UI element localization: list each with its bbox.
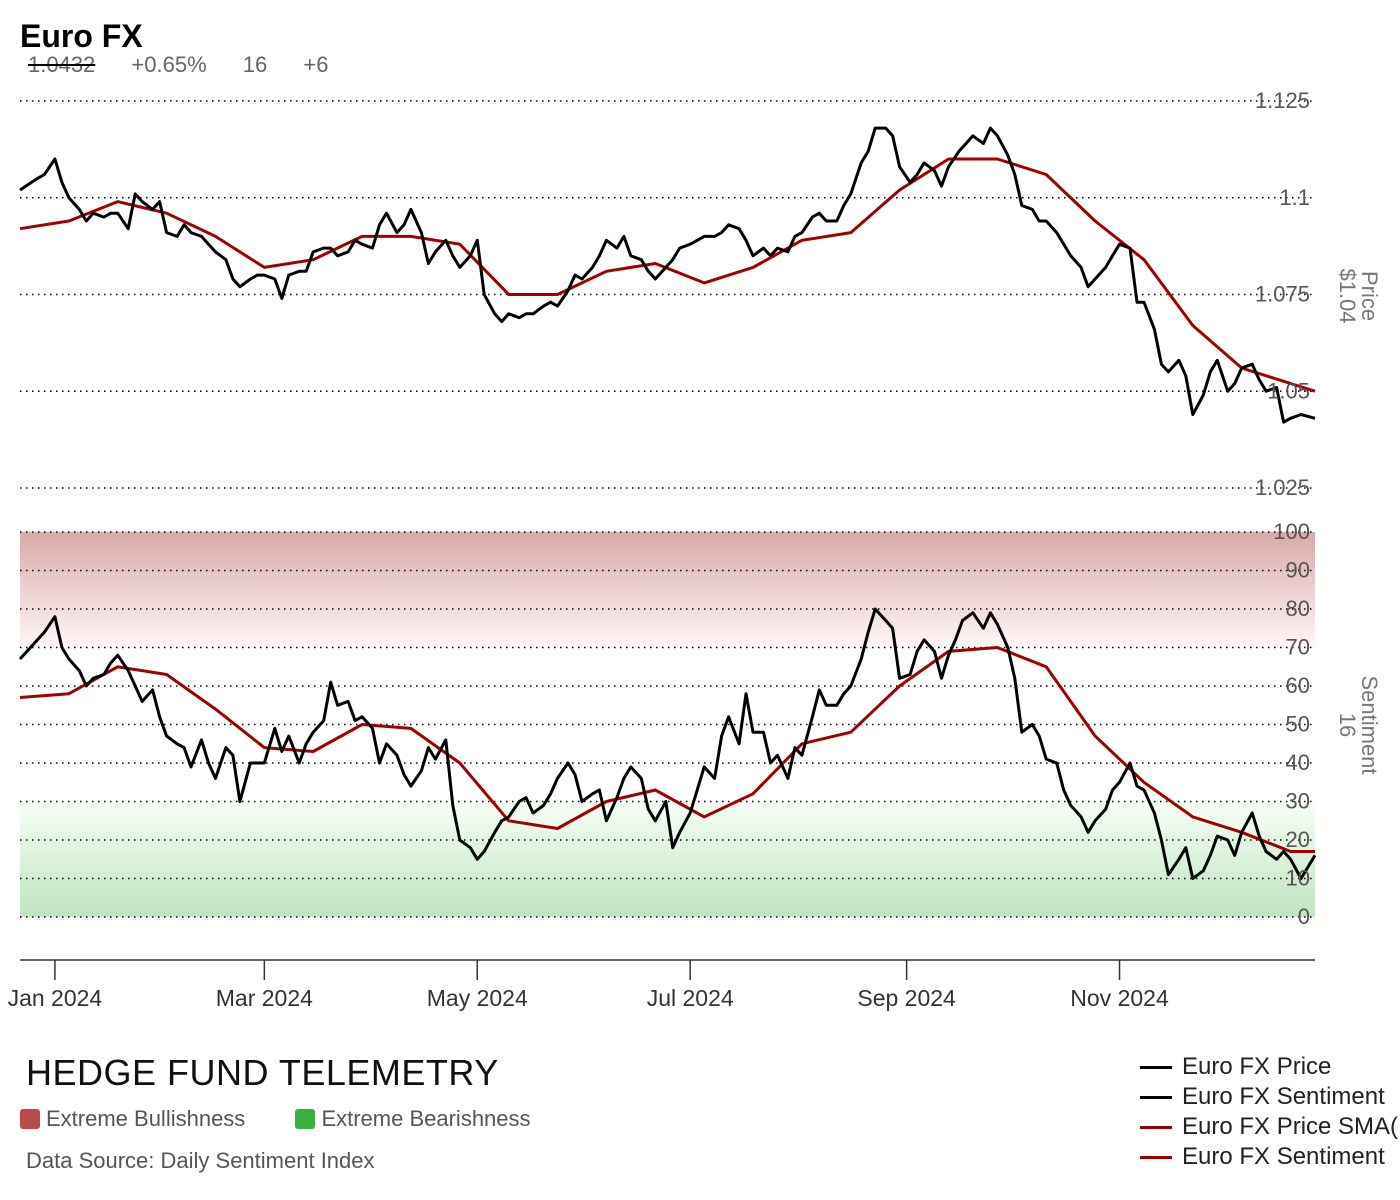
price-line xyxy=(19,126,1316,424)
legend-line-swatch xyxy=(1140,1095,1172,1099)
price-axis-label: Price$1.04 xyxy=(1335,268,1382,323)
current-sentiment: 16 xyxy=(242,52,268,77)
price-change: +0.65% xyxy=(131,52,207,77)
price-tick-label: 1.05 xyxy=(1267,378,1310,403)
legend-label: Euro FX Price xyxy=(1182,1053,1332,1080)
price-tick-label: 1.075 xyxy=(1255,282,1310,307)
legend-item: Euro FX Price SMA( xyxy=(1140,1112,1400,1142)
current-price: 1.0432 xyxy=(28,52,96,77)
legend-line-swatch xyxy=(1140,1065,1172,1069)
brand-name: HEDGE FUND TELEMETRY xyxy=(26,1052,499,1093)
bull-label: Extreme Bullishness xyxy=(46,1106,246,1131)
price-tick-label: 1.1 xyxy=(1279,185,1310,210)
sentiment-zones xyxy=(20,532,1315,917)
sentiment-tick-label: 70 xyxy=(1286,635,1310,660)
chart-title: Euro FX xyxy=(20,18,143,54)
sentiment-axis-label-title: Sentiment xyxy=(1357,675,1382,774)
x-tick-label: Sep 2024 xyxy=(857,985,956,1011)
price-axis-label-title: Price xyxy=(1357,271,1382,321)
legend-item: Euro FX Price xyxy=(1140,1052,1400,1082)
sentiment-sma-line xyxy=(19,646,1315,853)
zone-legend-bear: Extreme Bearishness xyxy=(295,1106,531,1132)
price-tick-label: 1.025 xyxy=(1255,475,1310,500)
sentiment-axis-label-value: 16 xyxy=(1335,713,1360,737)
sentiment-tick-label: 20 xyxy=(1286,827,1310,852)
header-stats: 1.0432 +0.65% 16 +6 xyxy=(28,52,358,78)
sentiment-tick-label: 40 xyxy=(1286,750,1310,775)
x-tick-label: Jul 2024 xyxy=(647,985,734,1011)
price-axis-label-value: $1.04 xyxy=(1335,268,1360,323)
legend-label: Euro FX Price SMA( xyxy=(1182,1113,1399,1140)
extreme-bullish-zone xyxy=(20,532,1315,648)
series-lines xyxy=(18,126,1317,880)
sentiment-tick-label: 80 xyxy=(1286,596,1310,621)
legend-item: Euro FX Sentiment xyxy=(1140,1142,1400,1172)
bear-swatch xyxy=(295,1109,316,1129)
chart-canvas: 1.025 1.05 1.075 1.1 1.125 0 10 20 30 40 50 60 70 80 9… xyxy=(8,88,1382,1011)
legend-item: Euro FX Sentiment xyxy=(1140,1082,1400,1112)
sentiment-line xyxy=(18,607,1317,880)
x-axis: Jan 2024 Mar 2024 May 2024 Jul 2024 Sep 2024… xyxy=(8,959,1315,1011)
sentiment-tick-label: 0 xyxy=(1298,904,1310,929)
sentiment-tick-label: 30 xyxy=(1286,789,1310,814)
data-source: Data Source: Daily Sentiment Index xyxy=(26,1148,375,1173)
legend-line-swatch xyxy=(1140,1155,1172,1159)
price-tick-label: 1.125 xyxy=(1255,88,1310,113)
price-sma-line xyxy=(19,157,1316,393)
sentiment-change: +6 xyxy=(303,52,329,77)
legend-label: Euro FX Sentiment xyxy=(1182,1083,1385,1110)
x-tick-label: Jan 2024 xyxy=(8,985,103,1011)
x-tick-label: Mar 2024 xyxy=(216,985,313,1011)
sentiment-tick-label: 10 xyxy=(1286,866,1310,891)
grid-lines xyxy=(20,100,1315,918)
legend-label: Euro FX Sentiment xyxy=(1182,1143,1385,1170)
x-tick-label: Nov 2024 xyxy=(1070,985,1169,1011)
sentiment-tick-label: 90 xyxy=(1286,558,1310,583)
y-tick-labels: 1.025 1.05 1.075 1.1 1.125 0 10 20 30 40 50 60 70 80 9… xyxy=(1255,88,1310,929)
bear-label: Extreme Bearishness xyxy=(321,1106,531,1131)
sentiment-tick-label: 100 xyxy=(1273,519,1310,544)
sentiment-tick-label: 60 xyxy=(1286,673,1310,698)
legend-line-swatch xyxy=(1140,1125,1172,1129)
zone-legend: Extreme Bullishness Extreme Bearishness xyxy=(20,1106,575,1135)
sentiment-tick-label: 50 xyxy=(1286,712,1310,737)
bull-swatch xyxy=(20,1109,40,1129)
x-tick-label: May 2024 xyxy=(427,985,528,1011)
series-legend: Euro FX Price Euro FX Sentiment Euro FX Pr… xyxy=(1140,1052,1400,1172)
zone-legend-bull: Extreme Bullishness xyxy=(20,1106,245,1132)
